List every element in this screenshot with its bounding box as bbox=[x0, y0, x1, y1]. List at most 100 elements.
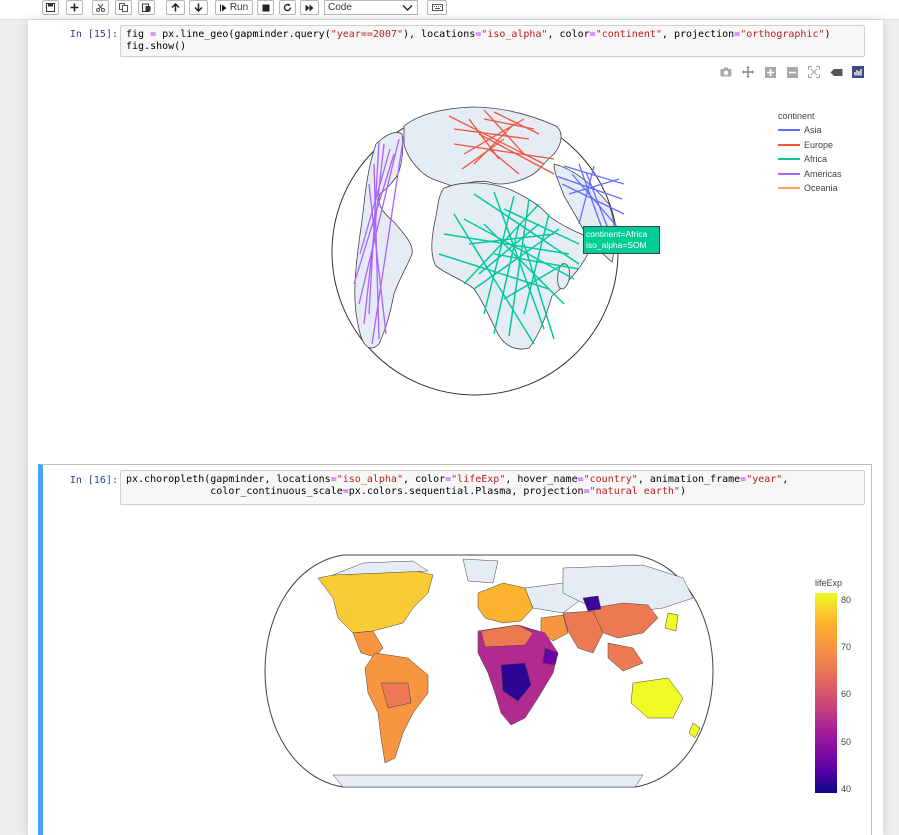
run-label: Run bbox=[229, 2, 249, 13]
zoom-out-icon bbox=[786, 66, 798, 78]
copy-icon bbox=[119, 3, 128, 12]
greenland bbox=[462, 558, 499, 584]
hover-iso-alpha: iso_alpha=SOM bbox=[586, 240, 647, 250]
reset-view-button[interactable] bbox=[807, 66, 821, 78]
legend-title: continent bbox=[778, 111, 815, 121]
colorbar-tick: 60 bbox=[841, 689, 852, 699]
autoscale-icon bbox=[808, 66, 820, 78]
colorbar-tick: 80 bbox=[841, 595, 852, 605]
hover-continent: continent=Africa bbox=[586, 229, 648, 239]
code-cell-16-selected[interactable]: In [16]: px.choropleth(gapminder, locati… bbox=[38, 464, 872, 835]
legend-item-asia[interactable]: Asia bbox=[778, 123, 842, 138]
input-prompt: In [16]: bbox=[69, 475, 118, 486]
code-editor[interactable]: px.choropleth(gapminder, locations="iso_… bbox=[120, 470, 865, 505]
legend-item-europe[interactable]: Europe bbox=[778, 138, 842, 153]
central-america bbox=[352, 630, 384, 658]
code-editor[interactable]: fig = px.line_geo(gapminder.query("year=… bbox=[120, 25, 865, 57]
zoom-out-button[interactable] bbox=[785, 66, 799, 78]
middle-east bbox=[540, 614, 569, 642]
plus-icon bbox=[70, 3, 79, 12]
americas-routes bbox=[353, 133, 405, 345]
antarctica bbox=[332, 774, 644, 788]
save-icon bbox=[46, 3, 55, 12]
cut-button[interactable] bbox=[92, 0, 109, 15]
plotly-logo-icon bbox=[852, 66, 864, 78]
afghanistan bbox=[582, 595, 602, 612]
step-forward-icon bbox=[219, 4, 227, 11]
legend-label: Americas bbox=[804, 168, 842, 179]
hover-tooltip: continent=Africa iso_alpha=SOM bbox=[583, 226, 660, 254]
legend-swatch bbox=[778, 143, 800, 146]
keyboard-icon bbox=[431, 4, 443, 11]
central-africa bbox=[500, 662, 532, 702]
colorbar-gradient bbox=[815, 593, 837, 793]
code-line-1: fig = px.line_geo(gapminder.query("year=… bbox=[126, 29, 831, 40]
command-palette-button[interactable] bbox=[427, 0, 447, 15]
zoom-in-icon bbox=[764, 66, 776, 78]
legend-item-americas[interactable]: Americas bbox=[778, 167, 842, 182]
run-button[interactable]: Run bbox=[215, 0, 253, 15]
legend-label: Europe bbox=[804, 139, 834, 150]
choropleth-map-chart[interactable] bbox=[263, 553, 715, 789]
move-down-button[interactable] bbox=[189, 0, 208, 15]
map-countries bbox=[317, 558, 701, 788]
code-line-2: color_continuous_scale=px.colors.sequent… bbox=[126, 486, 686, 497]
plotly-logo-button[interactable] bbox=[851, 66, 865, 78]
colorbar-title: lifeExp bbox=[815, 578, 843, 588]
restart-icon bbox=[283, 3, 292, 12]
hover-tag-icon bbox=[830, 68, 842, 76]
pan-button[interactable] bbox=[741, 66, 755, 78]
north-africa bbox=[480, 624, 534, 648]
japan bbox=[664, 612, 679, 632]
legend-item-oceania[interactable]: Oceania bbox=[778, 181, 842, 196]
colorbar-tick: 40 bbox=[841, 784, 852, 794]
code-cell-15[interactable]: In [15]: fig = px.line_geo(gapminder.que… bbox=[28, 20, 883, 462]
africa-routes bbox=[438, 191, 580, 345]
europe-routes bbox=[448, 109, 555, 175]
paste-icon bbox=[142, 3, 151, 12]
arrow-down-icon bbox=[194, 3, 203, 12]
download-png-button[interactable] bbox=[719, 66, 733, 78]
insert-cell-button[interactable] bbox=[66, 0, 83, 15]
restart-run-all-button[interactable] bbox=[300, 0, 319, 15]
legend-label: Africa bbox=[804, 154, 828, 165]
colorbar-tick: 50 bbox=[841, 737, 852, 747]
south-america bbox=[364, 652, 429, 764]
australia bbox=[630, 677, 684, 719]
zoom-in-button[interactable] bbox=[763, 66, 777, 78]
save-button[interactable] bbox=[42, 0, 59, 15]
orthographic-globe-chart[interactable] bbox=[324, 104, 624, 400]
greenland-arctic bbox=[332, 560, 429, 576]
hover-closest-button[interactable] bbox=[829, 66, 843, 78]
western-europe bbox=[477, 582, 534, 624]
new-zealand bbox=[688, 722, 701, 739]
interrupt-button[interactable] bbox=[257, 0, 274, 15]
southeast-asia bbox=[607, 642, 644, 672]
pan-icon bbox=[742, 66, 754, 78]
camera-icon bbox=[720, 67, 732, 77]
scissors-icon bbox=[96, 3, 105, 12]
copy-button[interactable] bbox=[115, 0, 132, 15]
fast-forward-icon bbox=[305, 4, 313, 11]
horn-of-africa bbox=[542, 647, 559, 666]
input-prompt: In [15]: bbox=[69, 29, 118, 40]
paste-button[interactable] bbox=[138, 0, 155, 15]
legend-label: Oceania bbox=[804, 183, 838, 194]
cell-type-select[interactable]: Code bbox=[324, 0, 418, 15]
notebook-container: In [15]: fig = px.line_geo(gapminder.que… bbox=[28, 20, 883, 835]
chevron-down-icon bbox=[402, 5, 413, 11]
plot-modebar bbox=[719, 66, 865, 78]
stop-icon bbox=[262, 4, 269, 11]
brazil-region bbox=[380, 682, 412, 709]
code-line-1: px.choropleth(gapminder, locations="iso_… bbox=[126, 474, 789, 485]
legend-item-africa[interactable]: Africa bbox=[778, 152, 842, 167]
notebook-toolbar: Run Code bbox=[0, 0, 899, 20]
legend-label: Asia bbox=[804, 125, 822, 136]
move-up-button[interactable] bbox=[166, 0, 185, 15]
cell-type-value: Code bbox=[328, 2, 352, 13]
continent-legend: continent Asia Europe Africa Americas Oc… bbox=[778, 111, 842, 196]
arrow-up-icon bbox=[171, 3, 180, 12]
legend-swatch bbox=[778, 158, 800, 161]
restart-kernel-button[interactable] bbox=[279, 0, 296, 15]
legend-swatch bbox=[778, 172, 800, 175]
